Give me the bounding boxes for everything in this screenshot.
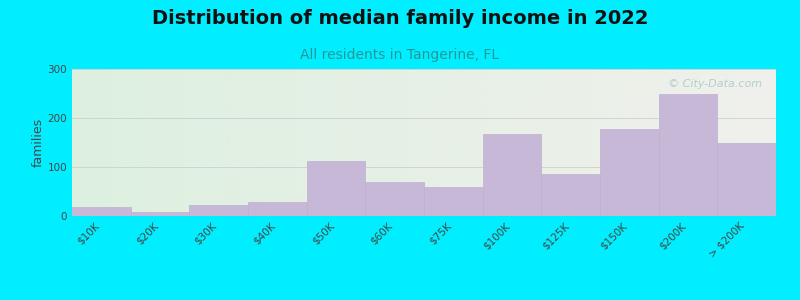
Bar bbox=[658, 94, 718, 216]
Bar bbox=[190, 205, 248, 216]
Bar bbox=[718, 142, 776, 216]
Bar bbox=[542, 174, 600, 216]
Text: © City-Data.com: © City-Data.com bbox=[668, 79, 762, 89]
Bar bbox=[72, 207, 130, 216]
Text: Distribution of median family income in 2022: Distribution of median family income in … bbox=[152, 9, 648, 28]
Bar bbox=[482, 134, 542, 216]
Y-axis label: families: families bbox=[32, 118, 45, 167]
Text: All residents in Tangerine, FL: All residents in Tangerine, FL bbox=[301, 48, 499, 62]
Bar bbox=[306, 161, 366, 216]
Bar bbox=[600, 129, 658, 216]
Bar bbox=[130, 212, 190, 216]
Bar bbox=[248, 202, 306, 216]
Bar bbox=[366, 182, 424, 216]
Bar bbox=[424, 187, 482, 216]
